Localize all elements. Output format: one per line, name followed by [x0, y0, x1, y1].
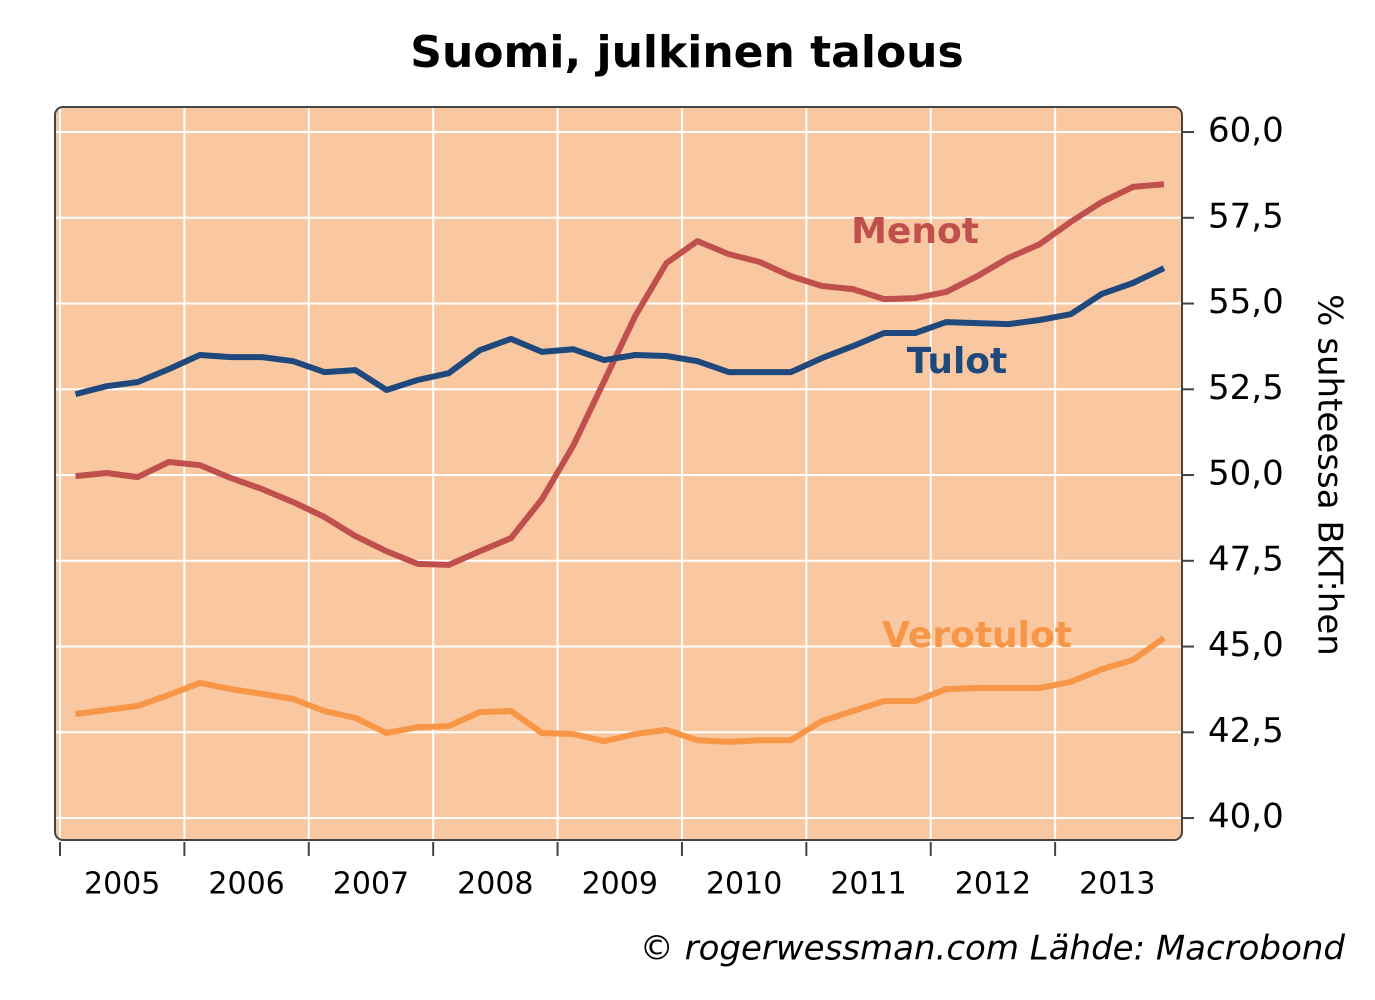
y-tick-label: 47,5: [1208, 539, 1284, 579]
x-tick-label: 2013: [1079, 867, 1155, 902]
chart-title: Suomi, julkinen talous: [410, 27, 963, 78]
y-tick-label: 42,5: [1208, 711, 1284, 751]
plot-border: [54, 106, 1183, 841]
x-tick-label: 2012: [955, 867, 1031, 902]
x-tick-label: 2007: [333, 867, 409, 902]
y-tick-label: 55,0: [1208, 282, 1284, 322]
line-series: [75, 635, 1166, 745]
x-tick-label: 2008: [457, 867, 533, 902]
source: © rogerwessman.com Lähde: Macrobond: [640, 929, 1346, 969]
y-tick-label: 52,5: [1208, 368, 1284, 408]
y-tick-label: 40,0: [1208, 797, 1284, 837]
y-tick-label: 50,0: [1208, 454, 1284, 494]
y-tick-label: 60,0: [1208, 111, 1284, 151]
line-series: [75, 181, 1165, 568]
x-tick-label: 2005: [84, 867, 160, 902]
y-axis-label: % suhteessa BKT:hen: [1310, 294, 1350, 656]
x-tick-label: 2006: [208, 867, 284, 902]
series-label: Menot: [851, 211, 979, 252]
series-label: Verotulot: [882, 615, 1072, 656]
x-tick-label: 2010: [706, 867, 782, 902]
line-series: [74, 265, 1166, 398]
y-tick-label: 57,5: [1208, 196, 1284, 236]
x-tick-label: 2011: [830, 867, 906, 902]
y-tick-label: 45,0: [1208, 625, 1284, 665]
series-label: Tulot: [907, 341, 1008, 382]
plot-area: [55, 107, 1182, 840]
x-tick-label: 2009: [582, 867, 658, 902]
